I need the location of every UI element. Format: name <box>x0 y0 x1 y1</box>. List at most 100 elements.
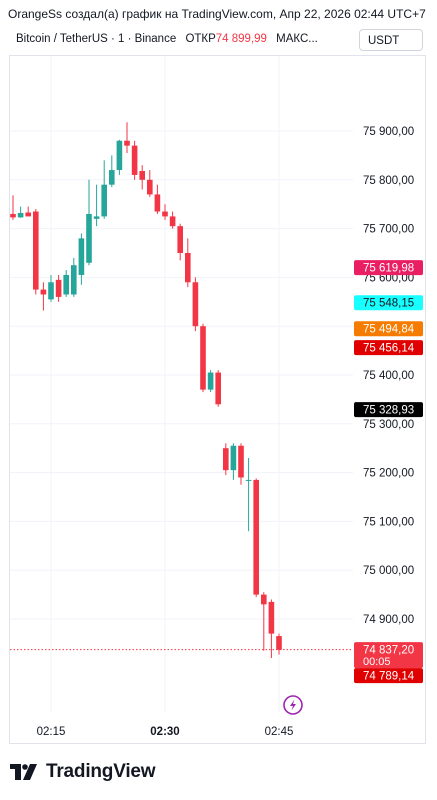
candle[interactable] <box>71 257 77 297</box>
y-tick-label: 75 400,00 <box>363 370 414 382</box>
candle[interactable] <box>93 184 100 227</box>
candle[interactable] <box>162 204 168 220</box>
candle-body <box>78 238 85 275</box>
candle[interactable] <box>63 270 69 297</box>
candle[interactable] <box>116 139 123 175</box>
y-tick-label: 75 900,00 <box>363 126 414 138</box>
candle-body <box>86 213 92 263</box>
price-tag-bg <box>354 340 423 356</box>
candle-body <box>207 372 214 390</box>
candle[interactable] <box>40 282 47 311</box>
candle-body <box>253 479 259 595</box>
candle[interactable] <box>17 206 24 218</box>
candle[interactable] <box>261 592 267 651</box>
candle[interactable] <box>192 277 199 332</box>
x-tick-label: 02:15 <box>37 726 66 738</box>
price-tag-value: 74 789,14 <box>363 671 415 683</box>
open-label: ОТКР <box>185 33 216 45</box>
candle[interactable] <box>169 211 176 229</box>
candle-body <box>25 212 31 217</box>
candle[interactable] <box>253 478 259 598</box>
candle[interactable] <box>131 140 138 180</box>
candle[interactable] <box>101 160 107 219</box>
y-tick-label: 75 800,00 <box>363 175 414 187</box>
candle[interactable] <box>25 206 31 217</box>
price-tag: 75 456,14 <box>354 340 423 356</box>
candle[interactable] <box>245 457 252 532</box>
candle-body <box>40 289 47 295</box>
price-tag-value: 75 328,93 <box>363 405 414 417</box>
price-tag-bg <box>354 668 423 684</box>
price-tag-value: 75 456,14 <box>363 343 415 355</box>
candle[interactable] <box>223 443 229 476</box>
candle-body <box>63 274 69 295</box>
candle[interactable] <box>268 599 275 659</box>
candle-body <box>139 171 145 180</box>
bolt-icon[interactable] <box>283 695 303 715</box>
y-tick-label: 75 300,00 <box>363 419 414 431</box>
candle[interactable] <box>48 274 54 302</box>
tradingview-logo[interactable]: TradingView <box>10 761 156 783</box>
candle-body <box>48 282 54 300</box>
candle-body <box>268 601 275 634</box>
candle-body <box>177 226 183 253</box>
candle[interactable] <box>55 274 62 302</box>
candle-body <box>200 326 206 390</box>
chart-frame <box>9 55 426 744</box>
candle[interactable] <box>147 170 153 197</box>
candle-body <box>71 265 77 295</box>
candle[interactable] <box>139 165 145 190</box>
price-tag-bg <box>354 642 423 669</box>
candle-body <box>192 282 199 327</box>
candle[interactable] <box>86 179 92 266</box>
x-tick-label: 02:45 <box>265 726 294 738</box>
candle-body <box>109 170 115 185</box>
candle[interactable] <box>154 184 161 214</box>
price-tag-bg <box>354 260 423 276</box>
open-value: 74 899,99 <box>215 33 267 45</box>
price-tag-countdown: 00:05 <box>363 656 391 668</box>
candle[interactable] <box>124 122 130 153</box>
candle-body <box>124 140 130 146</box>
y-tick-label: 75 100,00 <box>363 516 414 528</box>
price-tag-bg <box>354 295 423 311</box>
price-tag: 75 619,98 <box>354 260 423 276</box>
y-tick-label: 75 000,00 <box>363 565 414 577</box>
price-tag: 75 494,84 <box>354 321 423 337</box>
candle[interactable] <box>185 238 191 288</box>
candle-body <box>147 179 153 195</box>
price-tag-bg <box>354 321 423 337</box>
candle[interactable] <box>238 443 244 485</box>
chart-attribution: OrangeSs создал(а) график на TradingView… <box>8 7 426 21</box>
price-tag-value: 75 494,84 <box>363 324 415 336</box>
candle-body <box>55 279 62 297</box>
candle[interactable] <box>109 155 115 188</box>
candle-body <box>230 445 237 471</box>
candle-body <box>10 213 16 218</box>
currency-button[interactable]: USDT <box>359 29 423 51</box>
symbol-description: Bitcoin / TetherUS · 1 · Binance <box>16 33 177 45</box>
tradingview-mark-icon <box>10 764 37 780</box>
candle[interactable] <box>276 633 282 655</box>
price-tag: 74 789,14 <box>354 668 423 684</box>
y-tick-label: 74 900,00 <box>363 614 414 626</box>
candle-body <box>238 445 244 478</box>
candle[interactable] <box>207 370 214 393</box>
y-tick-label: 75 700,00 <box>363 224 414 236</box>
candle[interactable] <box>215 370 221 407</box>
candle-body <box>169 216 176 227</box>
candle-body <box>261 594 267 605</box>
candle[interactable] <box>33 209 39 295</box>
max-label: МАКС... <box>276 33 318 45</box>
candle[interactable] <box>177 223 183 261</box>
candle[interactable] <box>200 323 206 393</box>
candle[interactable] <box>78 233 85 285</box>
candle-body <box>223 448 229 471</box>
candle-body <box>33 211 39 290</box>
candle[interactable] <box>10 195 16 220</box>
candle[interactable] <box>230 443 237 480</box>
candle-body <box>93 216 100 219</box>
candle-body <box>215 372 221 405</box>
symbol-legend: Bitcoin / TetherUS · 1 · Binance ОТКР74 … <box>16 33 318 45</box>
